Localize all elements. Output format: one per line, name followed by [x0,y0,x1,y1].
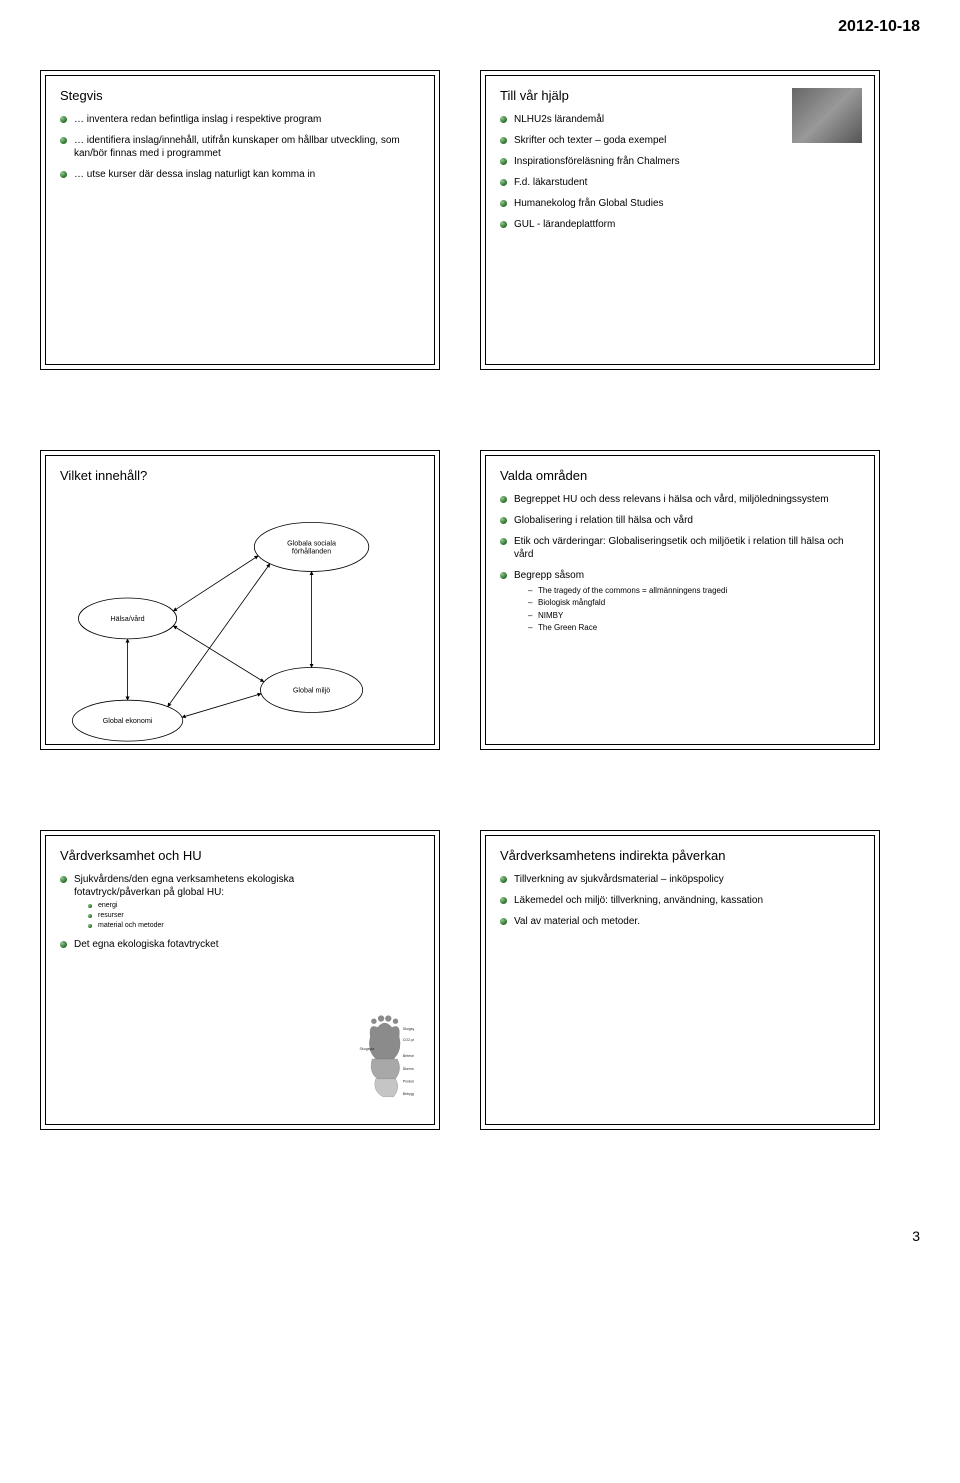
bullet-item: Globalisering i relation till hälsa och … [500,514,860,527]
bullet-item: Val av material och metoder. [500,915,860,928]
bullet-item: Läkemedel och miljö: tillverkning, använ… [500,894,860,907]
bullet-item: Humanekolog från Global Studies [500,197,760,210]
bullet-item: F.d. läkarstudent [500,176,760,189]
slide-vilket-innehall: Vilket innehåll? Hälsa/vård Globala socia… [40,450,440,750]
svg-text:Globala sociala: Globala sociala [287,539,336,547]
bullet-list: Sjukvårdens/den egna verksamhetens ekolo… [60,873,310,951]
slide-stegvis: Stegvis … inventera redan befintliga ins… [40,70,440,370]
svg-text:förhållanden: förhållanden [292,547,331,555]
bullet-list: Begreppet HU och dess relevans i hälsa o… [500,493,860,634]
sub-item: The Green Race [528,623,860,633]
bullet-item: Begreppet HU och dess relevans i hälsa o… [500,493,860,506]
bullet-text: Sjukvårdens/den egna verksamhetens ekolo… [74,874,294,898]
slide-inner: Till vår hjälp NLHU2s lärandemål Skrifte… [485,75,875,365]
slide-inner: Vårdverksamhetens indirekta påverkan Til… [485,835,875,1125]
bullet-item: Inspirationsföreläsning från Chalmers [500,155,760,168]
bullet-item: Det egna ekologiska fotavtrycket [60,938,310,951]
decorative-photo [792,88,862,143]
slide-title: Valda områden [500,468,860,483]
slide-title: Vårdverksamhet och HU [60,848,420,863]
slide-inner: Vilket innehåll? Hälsa/vård Globala socia… [45,455,435,745]
sub-item: The tragedy of the commons = allmänninge… [528,586,860,596]
slide-indirekta-paverkan: Vårdverksamhetens indirekta påverkan Til… [480,830,880,1130]
svg-text:CO2-yta: CO2-yta [403,1038,414,1042]
bullet-list: Tillverkning av sjukvårdsmaterial – inkö… [500,873,860,928]
svg-text:Global miljö: Global miljö [293,686,330,694]
bullet-item: … inventera redan befintliga inslag i re… [60,113,420,126]
tiny-list: energi resurser material och metoder [88,901,310,930]
slide-vardverksamhet-hu: Vårdverksamhet och HU Sjukvårdens/den eg… [40,830,440,1130]
bullet-item: … identifiera inslag/innehåll, utifrån k… [60,134,420,160]
slide-inner: Vårdverksamhet och HU Sjukvårdens/den eg… [45,835,435,1125]
sub-item: NIMBY [528,611,860,621]
svg-text:Bebyggd yta: Bebyggd yta [403,1092,414,1096]
slide-title: Vårdverksamhetens indirekta påverkan [500,848,860,863]
bullet-item: Etik och värderingar: Globaliseringsetik… [500,535,860,561]
svg-text:Skogsyta: Skogsyta [360,1047,375,1051]
svg-text:Global ekonomi: Global ekonomi [103,717,153,725]
slide-row: Stegvis … inventera redan befintliga ins… [40,70,920,370]
concept-diagram: Hälsa/vård Globala socialaförhållanden Glo… [56,506,424,751]
footprint-icon: Skogsyta CO2-yta Betesmark Åkermark Produkti… [359,1014,414,1104]
svg-text:Åkermark: Åkermark [403,1066,414,1071]
svg-text:Produktivt hav: Produktivt hav [403,1079,414,1083]
bullet-item: Begrepp såsom The tragedy of the commons… [500,569,860,634]
bullet-item: Sjukvårdens/den egna verksamhetens ekolo… [60,873,310,930]
svg-text:Skogsyta: Skogsyta [403,1027,414,1031]
bullet-item: Skrifter och texter – goda exempel [500,134,760,147]
svg-text:Betesmark: Betesmark [403,1054,414,1058]
slide-inner: Stegvis … inventera redan befintliga ins… [45,75,435,365]
bullet-text: Begrepp såsom [514,570,584,581]
sub-list: The tragedy of the commons = allmänninge… [528,586,860,634]
bullet-item: Tillverkning av sjukvårdsmaterial – inkö… [500,873,860,886]
bullet-list: … inventera redan befintliga inslag i re… [60,113,420,181]
slide-row: Vilket innehåll? Hälsa/vård Globala socia… [40,450,920,750]
slide-valda-omraden: Valda områden Begreppet HU och dess rele… [480,450,880,750]
slide-till-var-hjalp: Till vår hjälp NLHU2s lärandemål Skrifte… [480,70,880,370]
slide-inner: Valda områden Begreppet HU och dess rele… [485,455,875,745]
tiny-item: resurser [88,911,310,920]
page: 2012-10-18 Stegvis … inventera redan bef… [0,0,960,1250]
sub-item: Biologisk mångfald [528,598,860,608]
slide-row: Vårdverksamhet och HU Sjukvårdens/den eg… [40,830,920,1130]
bullet-item: GUL - lärandeplattform [500,218,760,231]
tiny-item: material och metoder [88,921,310,930]
bullet-item: … utse kurser där dessa inslag naturligt… [60,168,420,181]
page-number: 3 [912,1228,920,1244]
bullet-list: NLHU2s lärandemål Skrifter och texter – … [500,113,760,231]
tiny-item: energi [88,901,310,910]
bullet-item: NLHU2s lärandemål [500,113,760,126]
slide-title: Vilket innehåll? [60,468,420,483]
svg-text:Hälsa/vård: Hälsa/vård [110,615,144,623]
page-date: 2012-10-18 [838,18,920,36]
slide-title: Stegvis [60,88,420,103]
